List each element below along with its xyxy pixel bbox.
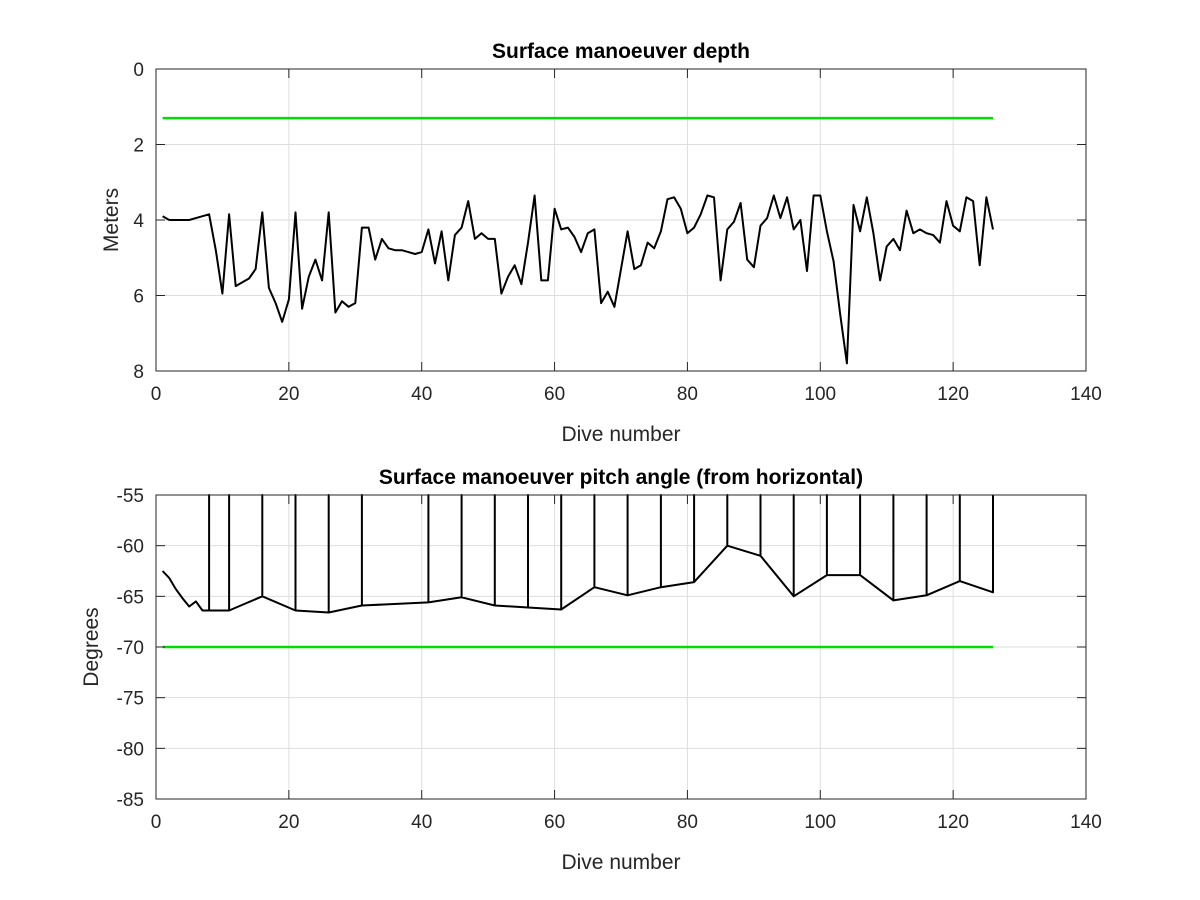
pitch-x-tick-label: 100	[804, 812, 836, 833]
pitch-x-axis-label: Dive number	[561, 851, 680, 874]
depth-y-axis-label: Meters	[100, 188, 123, 252]
depth-y-tick-label: 0	[133, 60, 144, 81]
depth-y-tick-label: 8	[133, 362, 144, 383]
depth-subplot: 0 20 40 60 80 100 120 140 0 2 4 6 8 Surface manoeuve…	[100, 40, 1102, 446]
depth-x-tick-label: 140	[1070, 384, 1102, 405]
pitch-y-tick-label: -75	[117, 689, 144, 710]
pitch-x-tick-label: 60	[544, 812, 565, 833]
depth-x-tick-label: 40	[411, 384, 432, 405]
pitch-y-tick-label: -60	[117, 537, 144, 558]
depth-x-tick-label: 120	[937, 384, 969, 405]
pitch-measured-line	[161, 494, 994, 614]
depth-chart-title: Surface manoeuver depth	[492, 40, 750, 63]
depth-measured-line	[162, 194, 994, 365]
depth-ticks: 0 20 40 60 80 100 120 140 0 2 4 6 8	[133, 60, 1101, 405]
pitch-x-tick-label: 20	[278, 812, 299, 833]
pitch-y-tick-label: -85	[117, 790, 144, 811]
pitch-y-tick-label: -80	[117, 739, 144, 760]
pitch-x-tick-label: 0	[151, 812, 162, 833]
pitch-y-tick-label: -55	[117, 486, 144, 507]
depth-y-tick-label: 6	[133, 287, 144, 308]
depth-x-tick-label: 20	[278, 384, 299, 405]
depth-x-tick-label: 0	[151, 384, 162, 405]
pitch-x-tick-label: 120	[937, 812, 969, 833]
pitch-subplot: 0 20 40 60 80 100 120 140-85-80-75-70-65-60-55 …	[80, 466, 1102, 874]
pitch-y-axis-label: Degrees	[80, 607, 103, 686]
pitch-series	[161, 494, 994, 649]
pitch-ticks: 0 20 40 60 80 100 120 140 -85 -80 -75 -70 -65 -60 -55	[117, 486, 1102, 833]
pitch-y-tick-label: -70	[117, 638, 144, 659]
pitch-x-tick-label: 40	[411, 812, 432, 833]
depth-series	[162, 116, 994, 365]
pitch-x-tick-label: 80	[677, 812, 698, 833]
pitch-chart-title: Surface manoeuver pitch angle (from hori…	[379, 466, 863, 489]
pitch-x-tick-label: 140	[1070, 812, 1102, 833]
pitch-y-tick-label: -65	[117, 587, 144, 608]
depth-y-tick-label: 2	[133, 136, 144, 157]
depth-x-tick-label: 100	[804, 384, 836, 405]
depth-x-axis-label: Dive number	[561, 423, 680, 446]
depth-y-tick-label: 4	[133, 211, 144, 232]
depth-x-tick-label: 60	[544, 384, 565, 405]
depth-x-tick-label: 80	[677, 384, 698, 405]
